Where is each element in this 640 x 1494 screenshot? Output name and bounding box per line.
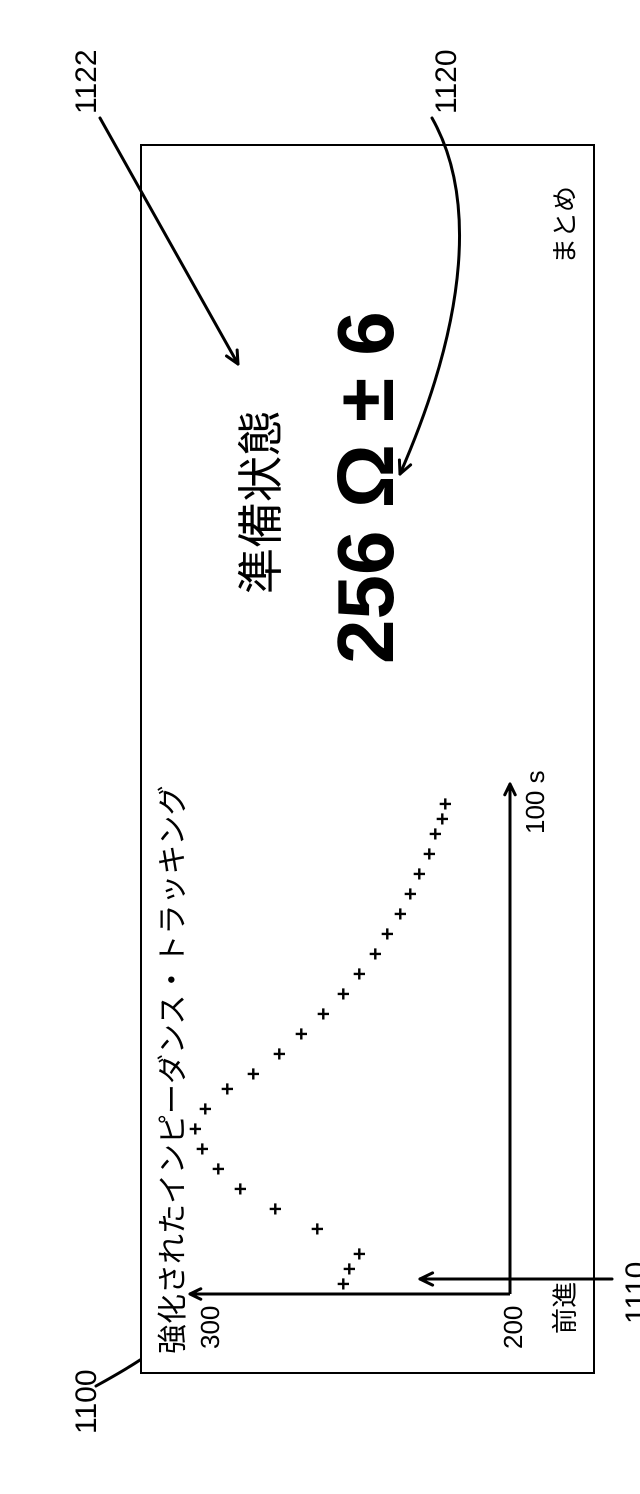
callouts-layer — [0, 0, 640, 1494]
callout-label: 1122 — [70, 49, 104, 114]
callout-label: 1120 — [430, 49, 464, 114]
figure-stage: 強化されたインピーダンス・トラッキング 準備状態 256 Ω ± 6 前進 まと… — [0, 0, 640, 1494]
callout-label: 1110 — [620, 1262, 640, 1324]
rotated-canvas: 強化されたインピーダンス・トラッキング 準備状態 256 Ω ± 6 前進 まと… — [0, 0, 640, 1494]
callout-label: 1100 — [70, 1369, 104, 1434]
